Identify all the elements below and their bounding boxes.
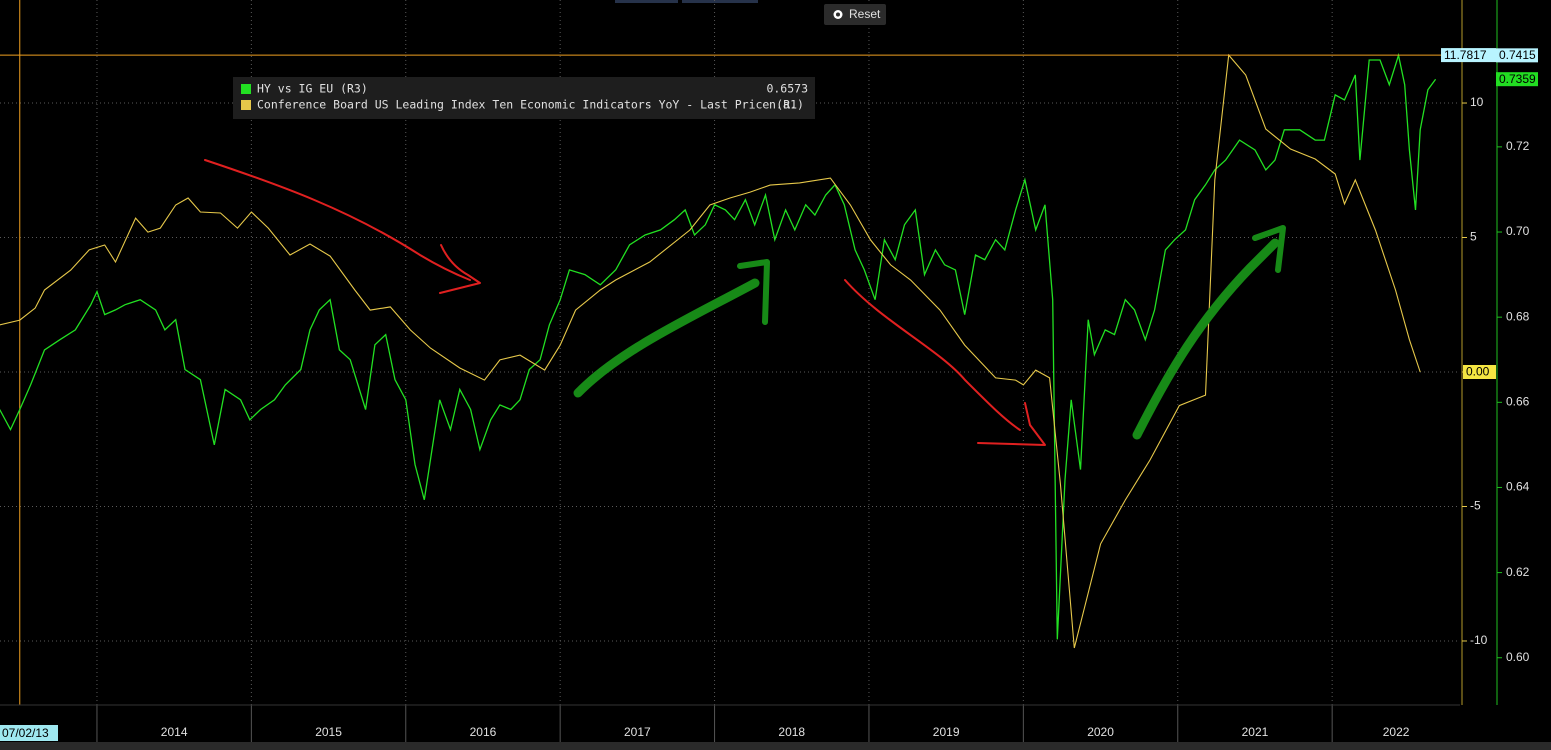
y2-tick-label: 0.64	[1506, 480, 1530, 494]
y-tick-label: -5	[1470, 499, 1481, 513]
y2-tick-label: 0.62	[1506, 565, 1530, 579]
y-tick-label: -10	[1470, 633, 1488, 647]
green-arrow	[573, 278, 760, 398]
x-tick-label: 2019	[933, 725, 960, 739]
red-arrow	[844, 279, 1021, 431]
crosshair-label-box	[0, 725, 58, 741]
x-tick-label: 2014	[161, 725, 188, 739]
green-arrow	[1132, 238, 1280, 440]
series-line	[0, 52, 1437, 640]
x-tick-label: 2020	[1087, 725, 1114, 739]
y2-tick-label: 0.68	[1506, 309, 1530, 323]
legend-swatch	[241, 84, 251, 94]
legend-label: HY vs IG EU (R3)	[257, 82, 368, 96]
x-tick-label: 2015	[315, 725, 342, 739]
top-tab	[615, 0, 678, 3]
legend-value: n.a.	[769, 98, 797, 112]
green-arrow-head	[1252, 225, 1286, 273]
x-tick-label: 2016	[470, 725, 497, 739]
annotations	[204, 159, 1286, 446]
bottom-strip	[0, 742, 1551, 750]
grid	[0, 0, 1460, 705]
red-arrow-head	[977, 402, 1046, 446]
x-tick-label: 2018	[778, 725, 805, 739]
y2-tick-label: 0.70	[1506, 224, 1530, 238]
y-tick-label: 5	[1470, 230, 1477, 244]
y-tick-label: 10	[1470, 95, 1484, 109]
red-arrow-head	[439, 244, 481, 294]
crosshair-label: 07/02/13	[2, 726, 49, 740]
y2-tick-label: 0.72	[1506, 139, 1530, 153]
marker-tag	[1463, 365, 1496, 380]
reset-button[interactable]: Reset	[824, 4, 886, 25]
y2-tick-label: 0.66	[1506, 394, 1530, 408]
marker-label: 0.7359	[1499, 72, 1536, 86]
red-arrow	[204, 159, 471, 281]
reset-button-box[interactable]	[824, 4, 886, 25]
reset-label[interactable]: Reset	[849, 7, 881, 21]
plot-area	[0, 0, 1497, 705]
green-arrow-head	[737, 259, 770, 325]
x-tick-label: 2022	[1383, 725, 1410, 739]
marker-label: 0.7415	[1499, 48, 1536, 62]
x-tick-label: 2017	[624, 725, 651, 739]
legend-box	[233, 77, 815, 119]
legend-value: 0.6573	[766, 82, 808, 96]
marker-label: 0.00	[1466, 365, 1490, 379]
y2-tick-label: 0.60	[1506, 650, 1530, 664]
top-tab	[682, 0, 758, 3]
x-tick-label: 2021	[1242, 725, 1269, 739]
marker-tag	[1441, 48, 1496, 63]
marker-tag	[1496, 48, 1538, 63]
reset-icon-dot	[836, 12, 840, 17]
legend-swatch	[241, 100, 251, 110]
legend-label: Conference Board US Leading Index Ten Ec…	[257, 98, 804, 112]
marker-tag	[1496, 72, 1538, 87]
marker-label: 11.7817	[1444, 48, 1487, 62]
series-line	[0, 53, 1421, 649]
legend: HY vs IG EU (R3) 0.6573 Conference Board U…	[233, 77, 815, 119]
